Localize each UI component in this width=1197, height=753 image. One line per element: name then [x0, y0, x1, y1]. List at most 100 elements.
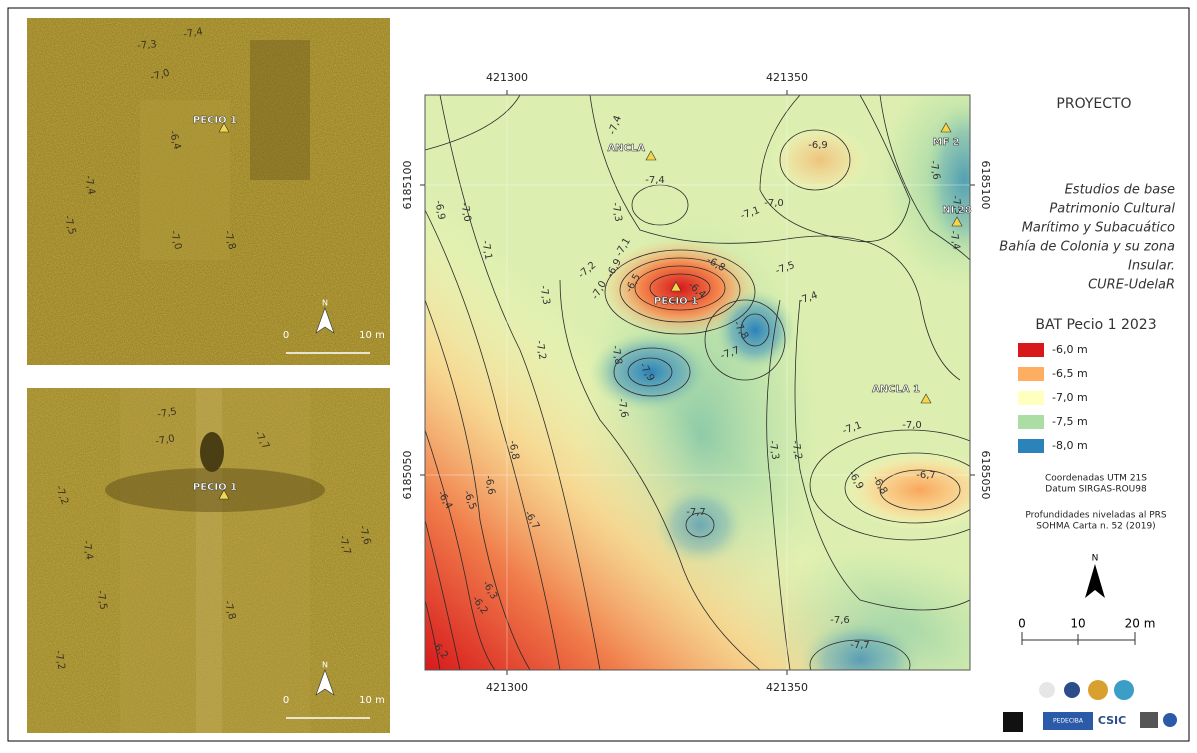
- north-arrow: [315, 669, 335, 696]
- legend-swatch: [1018, 391, 1044, 405]
- contour-label: -7,4: [947, 230, 961, 251]
- site-label: PECIO 1: [654, 296, 698, 307]
- contour-label: -7,6: [830, 615, 850, 626]
- scale-label: 0: [1018, 617, 1026, 631]
- wreck-marker: [218, 489, 230, 500]
- contour-label: -7,6: [927, 160, 941, 181]
- wreck-label: PECIO 1: [193, 115, 237, 126]
- contour-label: -7,0: [764, 198, 784, 209]
- contour-label: -7,3: [537, 285, 551, 306]
- note-line: SOHMA Carta n. 52 (2019): [1036, 522, 1155, 532]
- scale-label: 20 m: [1125, 617, 1156, 631]
- legend-swatch: [1018, 367, 1044, 381]
- contour-label: -6,9: [432, 200, 446, 221]
- scale-bar: [1021, 632, 1136, 645]
- frame: [7, 7, 1190, 742]
- contour-label: -7,3: [766, 440, 780, 461]
- north-label: N: [1092, 554, 1099, 564]
- contour-label: -7,1: [479, 240, 493, 261]
- north-arrow: [315, 307, 335, 334]
- depth-label: -7,5: [62, 214, 78, 236]
- legend-label: -8,0 m: [1052, 439, 1088, 452]
- north-label: N: [322, 661, 328, 670]
- contour-label: -7,5: [949, 195, 963, 216]
- scale-label: 0: [283, 330, 289, 341]
- depth-label: -6,4: [167, 129, 183, 151]
- depth-label: -7,4: [80, 540, 94, 561]
- depth-label: -7,5: [157, 406, 178, 420]
- legend-swatch: [1018, 415, 1044, 429]
- contour-label: -6,7: [916, 470, 936, 481]
- depth-label: -7,2: [52, 650, 66, 671]
- description-line: Bahía de Colonia y su zona: [999, 240, 1175, 255]
- note-line: Datum SIRGAS-ROU98: [1045, 485, 1147, 495]
- logo-text: PEDECIBA: [1053, 718, 1084, 725]
- legend-label: -6,0 m: [1052, 343, 1088, 356]
- site-marker: [951, 216, 963, 227]
- y-coordinate-label: 6185050: [401, 451, 414, 500]
- contour-label: -7,6: [615, 398, 629, 419]
- y-coordinate-label: 6185100: [979, 161, 992, 210]
- depth-label: -7,6: [357, 524, 373, 546]
- sonar-image-bottom: [27, 388, 390, 733]
- legend-label: -7,5 m: [1052, 415, 1088, 428]
- contour-label: -7,7: [850, 640, 870, 651]
- site-marker: [670, 281, 682, 292]
- project-title: PROYECTO: [1056, 96, 1131, 112]
- depth-label: -7,0: [149, 68, 171, 84]
- contour-label: -7,8: [609, 345, 623, 366]
- legend: -6,0 m -6,5 m -7,0 m -7,5 m -8,0 m: [1018, 343, 1088, 453]
- contour-label: -6,6: [482, 475, 496, 496]
- north-arrow: N: [1085, 554, 1105, 598]
- wreck-marker: [218, 122, 230, 133]
- wreck-label: PECIO 1: [193, 482, 237, 493]
- note-line: Coordenadas UTM 21S: [1045, 474, 1147, 484]
- bathymetry-map: [425, 95, 970, 670]
- depth-label: -7,4: [82, 175, 96, 196]
- depth-label: -7,3: [137, 39, 157, 52]
- x-coordinate-label: 421300: [486, 681, 528, 694]
- coordinate-grid: [425, 95, 970, 670]
- contour-label: -7,7: [686, 507, 706, 518]
- contour-label: -7,0: [902, 420, 922, 431]
- description-line: Marítimo y Subacuático: [1022, 221, 1175, 236]
- site-label: ANCLA: [607, 143, 645, 154]
- contour-label: -7,0: [458, 202, 472, 223]
- contour-label: -7,2: [533, 340, 547, 361]
- logo-text: CSIC: [1098, 714, 1126, 727]
- scale-label: 10: [1070, 617, 1085, 631]
- scale-label: 10 m: [359, 330, 385, 341]
- scale-label: 10 m: [359, 695, 385, 706]
- legend-swatch: [1018, 343, 1044, 357]
- legend-title: BAT Pecio 1 2023: [1035, 317, 1156, 333]
- contour-label: -7,2: [789, 440, 803, 461]
- map-ticks: [420, 90, 975, 675]
- site-label: NI 28: [942, 205, 972, 216]
- sonar-image-top: [27, 18, 390, 365]
- depth-label: -7,7: [337, 534, 353, 556]
- y-coordinate-label: 6185050: [979, 451, 992, 500]
- x-coordinate-label: 421350: [766, 681, 808, 694]
- scale-label: 0: [283, 695, 289, 706]
- depth-label: -7,4: [183, 26, 204, 40]
- description-line: Insular.: [1128, 259, 1175, 274]
- depth-label: -7,0: [155, 433, 176, 447]
- site-marker: [920, 393, 932, 404]
- site-marker: [645, 150, 657, 161]
- contour-label: -7,4: [645, 175, 665, 186]
- contour-label: -6,9: [808, 140, 828, 151]
- project-description: Estudios de base Patrimonio Cultural Marít…: [999, 183, 1175, 293]
- contour-label: -6,8: [506, 440, 520, 461]
- legend-label: -7,0 m: [1052, 391, 1088, 404]
- description-line: Estudios de base: [1065, 183, 1175, 198]
- note-line: Profundidades niveladas al PRS: [1025, 511, 1167, 521]
- logos: PEDECIBA CSIC: [1003, 680, 1177, 732]
- map-frame: [424, 94, 971, 671]
- site-label: MF 2: [932, 137, 959, 148]
- description-line: Patrimonio Cultural: [1049, 202, 1175, 217]
- x-coordinate-label: 421350: [766, 71, 808, 84]
- legend-swatch: [1018, 439, 1044, 453]
- x-coordinate-label: 421300: [486, 71, 528, 84]
